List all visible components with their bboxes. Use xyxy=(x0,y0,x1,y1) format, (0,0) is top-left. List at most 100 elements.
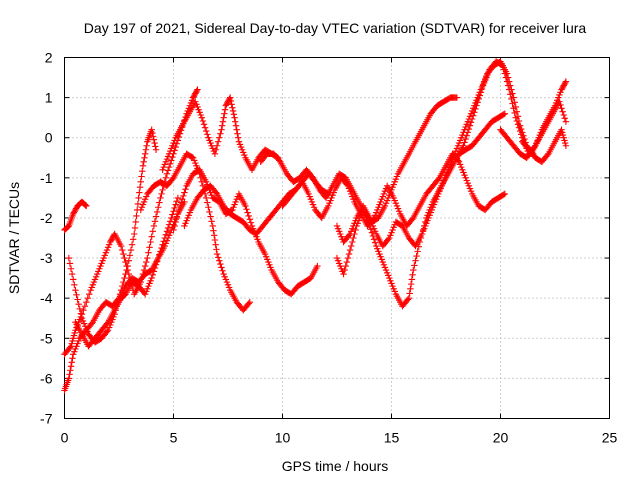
data-point xyxy=(199,182,207,190)
data-point xyxy=(182,185,189,193)
data-point xyxy=(556,98,563,105)
data-point xyxy=(247,219,255,226)
data-point xyxy=(162,231,170,238)
data-point xyxy=(507,91,514,98)
data-point xyxy=(435,175,442,183)
data-point xyxy=(175,206,183,214)
y-tick-label: 1 xyxy=(45,90,53,106)
data-point xyxy=(245,212,252,220)
data-point xyxy=(169,211,176,218)
data-point xyxy=(211,150,219,157)
data-point xyxy=(143,258,150,266)
data-point xyxy=(411,262,418,269)
data-point xyxy=(419,226,427,234)
data-point xyxy=(342,262,349,270)
data-point xyxy=(163,228,171,235)
data-point xyxy=(508,95,515,103)
data-point xyxy=(473,102,480,109)
y-tick-label: 2 xyxy=(45,50,53,66)
data-point xyxy=(472,105,479,113)
data-point xyxy=(514,121,522,128)
data-point xyxy=(234,130,241,137)
data-point xyxy=(211,236,219,244)
data-point xyxy=(131,224,139,232)
data-point xyxy=(503,78,511,85)
data-point xyxy=(204,199,211,206)
y-tick-label: -4 xyxy=(40,290,53,306)
y-tick-label: -7 xyxy=(40,411,53,427)
data-point xyxy=(501,70,509,77)
data-point xyxy=(145,249,152,256)
data-point xyxy=(152,143,159,150)
data-point xyxy=(421,222,428,230)
data-point xyxy=(148,274,155,282)
data-point xyxy=(232,122,240,129)
data-point xyxy=(68,359,75,366)
data-point xyxy=(170,226,177,234)
data-point xyxy=(157,248,164,255)
data-point xyxy=(156,251,163,258)
data-point xyxy=(414,248,421,255)
data-point xyxy=(209,222,216,230)
data-point xyxy=(122,258,129,266)
data-point xyxy=(230,111,238,118)
data-point xyxy=(506,86,513,93)
series-track-1 xyxy=(61,198,90,234)
data-point xyxy=(157,194,164,202)
data-point xyxy=(345,250,353,258)
data-point xyxy=(139,167,146,175)
data-point xyxy=(203,127,210,135)
data-point xyxy=(461,139,468,146)
series-track-15 xyxy=(497,98,570,161)
data-point xyxy=(558,105,565,112)
data-point xyxy=(467,119,475,126)
data-point xyxy=(133,212,140,220)
y-tick-label: -6 xyxy=(40,370,53,386)
data-point xyxy=(119,282,126,290)
y-tick-label: -3 xyxy=(40,250,53,266)
data-point xyxy=(180,192,187,200)
data-point xyxy=(83,298,90,306)
data-point xyxy=(65,254,73,262)
chart-title: Day 197 of 2021, Sidereal Day-to-day VTE… xyxy=(84,20,587,36)
data-point xyxy=(228,101,235,108)
data-point xyxy=(129,236,137,243)
data-point xyxy=(172,143,179,151)
data-point xyxy=(132,218,139,226)
plot-frame xyxy=(64,57,610,419)
y-tick-label: 0 xyxy=(45,130,53,146)
data-point xyxy=(513,117,521,125)
data-point xyxy=(475,95,482,103)
data-point xyxy=(462,135,469,143)
data-point xyxy=(151,218,159,225)
data-point xyxy=(220,114,227,121)
data-point xyxy=(217,260,224,268)
data-point xyxy=(214,254,222,261)
data-point xyxy=(561,115,569,122)
x-tick-label: 5 xyxy=(170,430,178,446)
data-point xyxy=(218,122,226,129)
data-point xyxy=(151,139,158,147)
data-point xyxy=(159,186,166,194)
data-point xyxy=(212,241,219,248)
data-point xyxy=(453,94,461,101)
data-point xyxy=(219,267,226,274)
data-point xyxy=(124,262,131,270)
data-point xyxy=(140,266,148,274)
data-point xyxy=(149,129,156,137)
data-point xyxy=(408,276,416,283)
data-point xyxy=(139,162,147,169)
data-point xyxy=(179,196,186,203)
data-point xyxy=(560,111,567,119)
data-point xyxy=(343,181,351,188)
data-point xyxy=(207,213,214,220)
data-point xyxy=(213,246,220,253)
data-point xyxy=(141,262,149,270)
data-point xyxy=(242,202,249,210)
data-point xyxy=(470,112,477,119)
data-point xyxy=(153,258,161,265)
data-point xyxy=(368,229,376,236)
data-point xyxy=(86,290,93,298)
data-point xyxy=(499,62,506,69)
